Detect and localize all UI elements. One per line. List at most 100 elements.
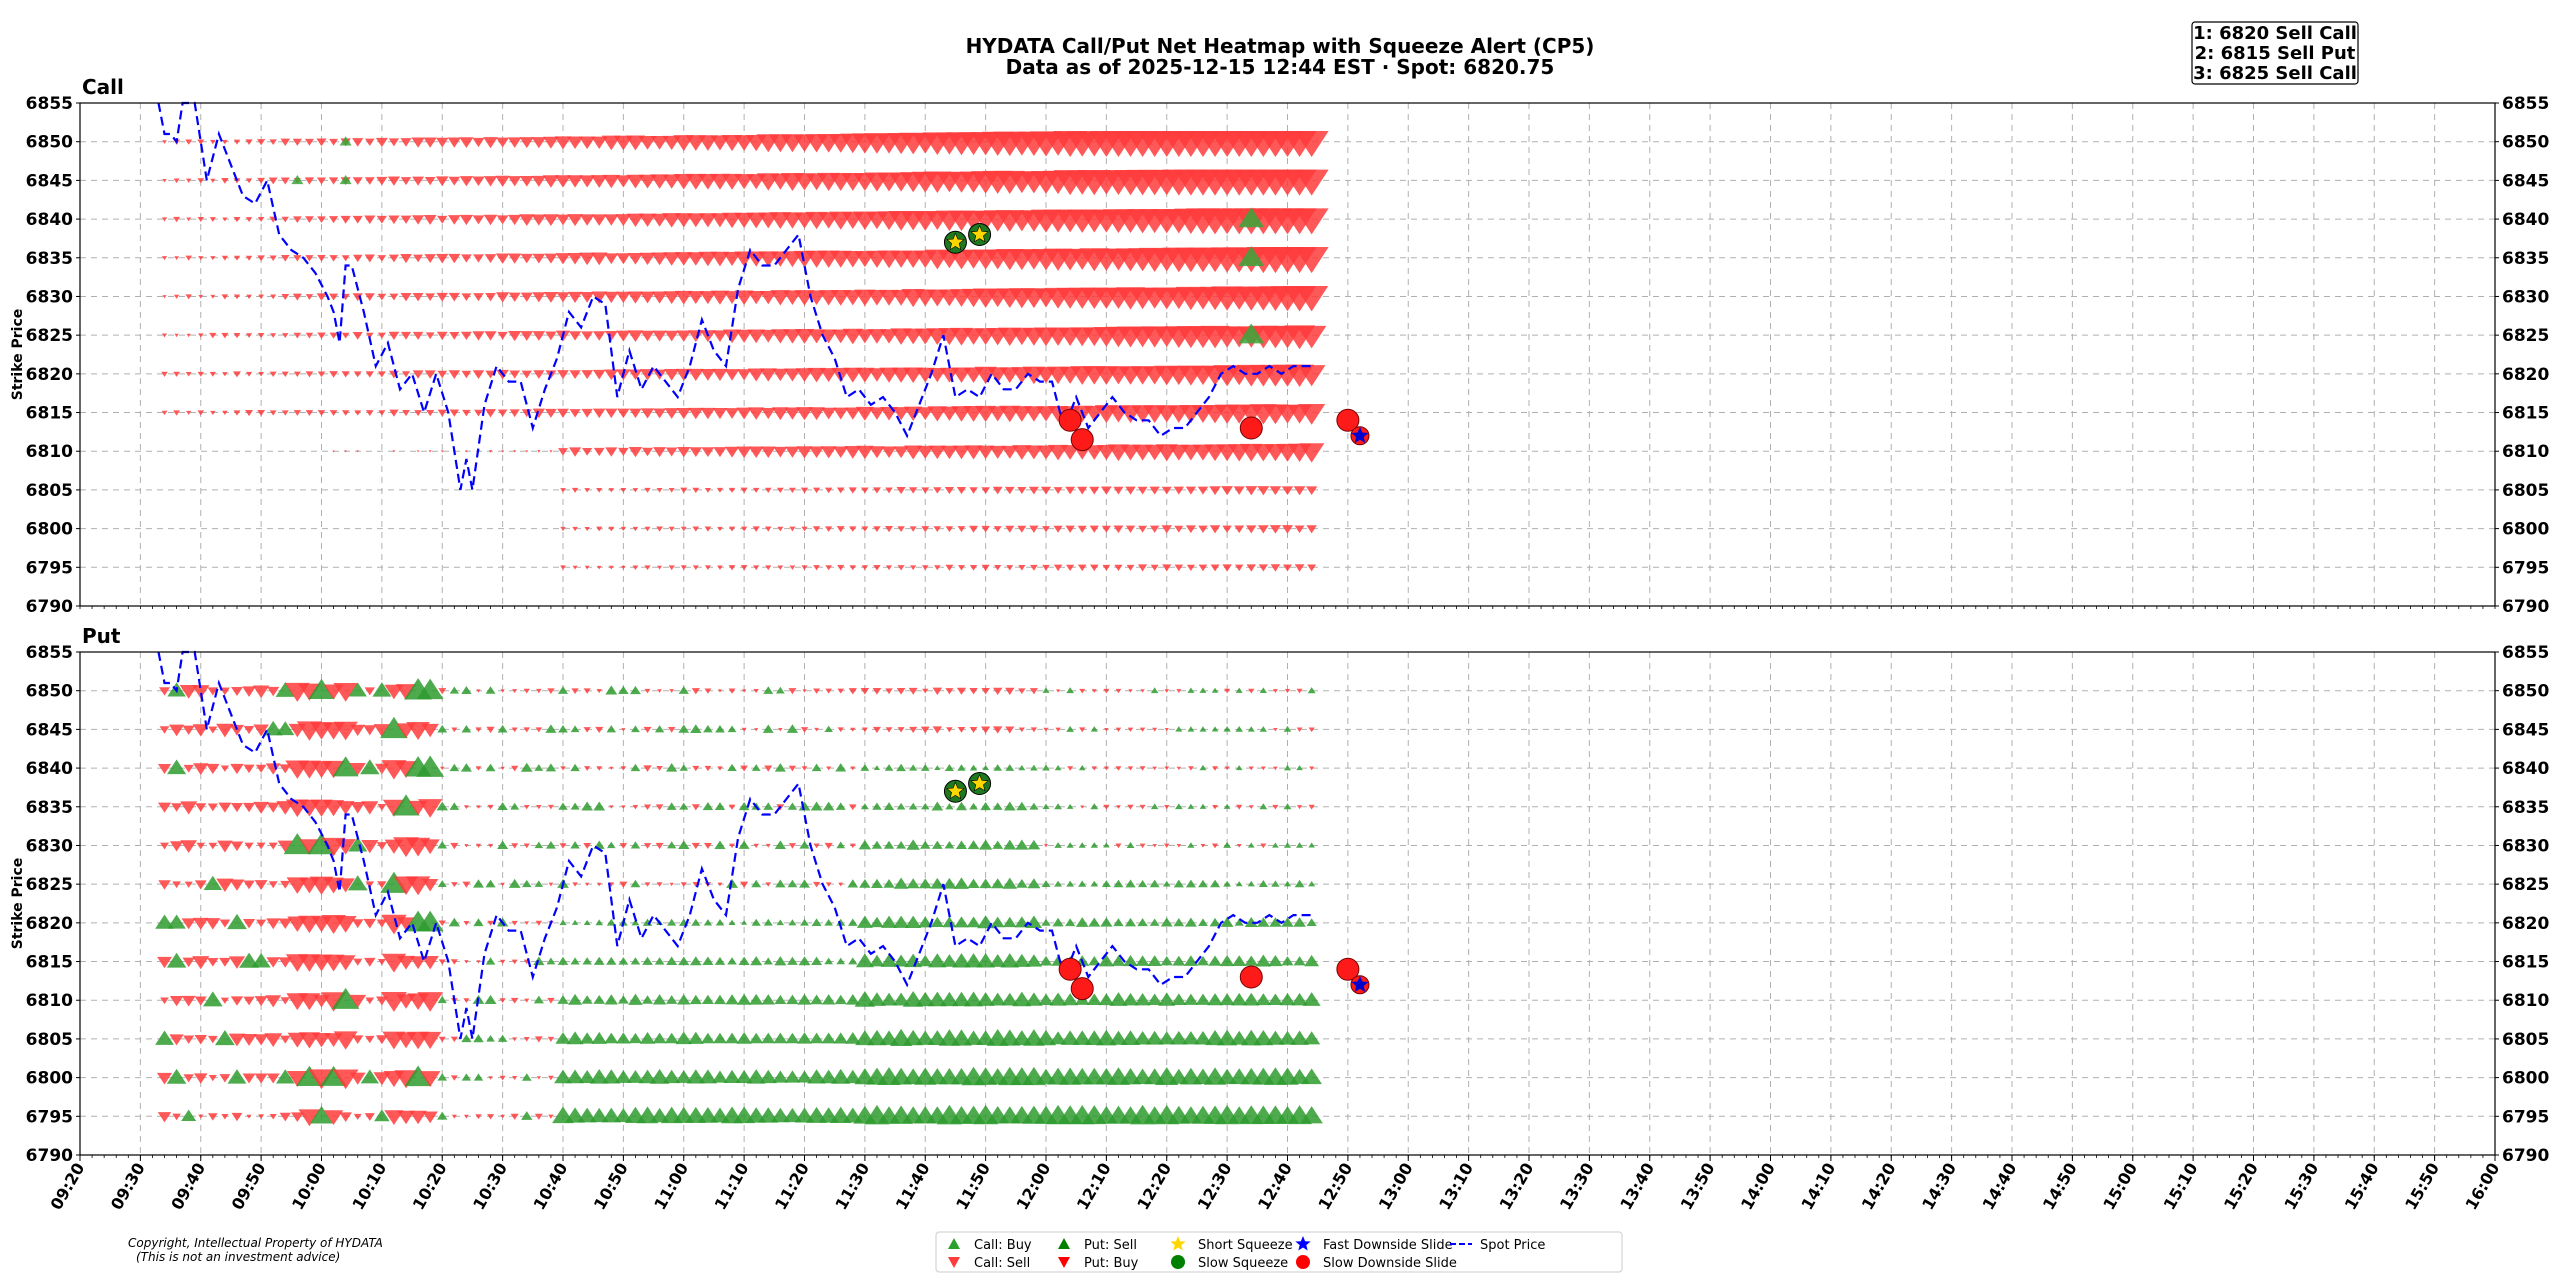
call-cell-marker	[513, 450, 517, 453]
put-cell-marker	[286, 1071, 308, 1088]
put-cell-marker	[1235, 725, 1243, 732]
put-cell-marker	[850, 766, 856, 771]
call-cell-marker	[245, 371, 253, 377]
call-cell-marker	[485, 409, 497, 418]
call-cell-marker	[388, 215, 400, 225]
put-cell-marker	[1113, 879, 1124, 888]
put-cell-marker	[375, 996, 388, 1006]
put-cell-marker	[157, 956, 172, 969]
put-cell-marker	[811, 918, 822, 926]
call-cell-marker	[809, 446, 825, 459]
put-cell-marker	[485, 879, 496, 888]
put-cell-marker	[353, 958, 363, 966]
put-cell-marker	[1172, 955, 1186, 966]
put-cell-marker	[194, 996, 207, 1006]
put-cell-marker	[844, 1069, 862, 1084]
call-cell-marker	[717, 526, 723, 532]
call-cell-marker	[777, 526, 784, 532]
y-tick-label: 6790	[26, 1146, 73, 1166]
call-cell-marker	[332, 450, 335, 453]
put-cell-marker	[364, 687, 376, 696]
put-cell-marker	[753, 843, 759, 848]
call-cell-marker	[722, 329, 742, 344]
put-cell-marker	[512, 1037, 518, 1042]
call-cell-marker	[674, 290, 693, 305]
x-tick-label: 14:20	[1858, 1160, 1900, 1214]
put-cell-marker	[231, 686, 243, 697]
call-cell-marker	[833, 407, 849, 420]
call-cell-marker	[680, 487, 688, 494]
x-tick-label: 15:40	[2341, 1160, 2383, 1214]
call-cell-marker	[1042, 564, 1050, 571]
put-cell-marker	[1198, 879, 1208, 888]
put-cell-marker	[735, 1069, 753, 1083]
x-tick-label: 14:00	[1737, 1160, 1779, 1214]
put-cell-marker	[942, 877, 957, 889]
put-cell-marker	[463, 920, 470, 926]
put-cell-marker	[799, 840, 810, 849]
put-cell-marker	[836, 841, 846, 849]
put-cell-marker	[838, 882, 844, 887]
call-cell-marker	[1036, 445, 1056, 460]
put-cell-marker	[657, 689, 662, 693]
y-tick-label: 6845	[26, 171, 73, 191]
put-cell-marker	[1184, 917, 1197, 927]
y-tick-label: 6840	[26, 759, 73, 779]
call-cell-marker	[581, 370, 594, 380]
put-cell-marker	[499, 998, 506, 1004]
call-cell-marker	[1053, 564, 1063, 572]
call-cell-marker	[293, 255, 302, 262]
put-cell-marker	[487, 804, 494, 810]
put-cell-marker	[1212, 766, 1219, 771]
call-cell-marker	[233, 255, 241, 261]
call-cell-marker	[579, 175, 596, 188]
put-cell-marker	[349, 1072, 366, 1085]
x-tick-label: 14:30	[1918, 1160, 1960, 1214]
put-cell-marker	[1139, 804, 1146, 810]
call-cell-marker	[801, 565, 808, 571]
call-cell-marker	[507, 137, 522, 148]
put-cell-marker	[1269, 917, 1282, 927]
call-cell-marker	[1186, 564, 1195, 571]
call-cell-marker	[424, 254, 436, 263]
put-cell-marker	[298, 683, 321, 701]
put-cell-marker	[704, 843, 712, 849]
put-cell-marker	[192, 724, 209, 737]
put-cell-marker	[351, 919, 364, 929]
put-cell-marker	[1139, 843, 1146, 849]
put-cell-marker	[1303, 1031, 1321, 1045]
put-cell-marker	[1212, 804, 1218, 810]
put-cell-marker	[717, 882, 723, 887]
call-cell-marker	[245, 255, 253, 261]
put-cell-marker	[628, 993, 643, 1005]
call-cell-marker	[656, 488, 663, 493]
call-cell-marker	[317, 255, 326, 262]
call-cell-marker	[341, 410, 350, 416]
call-cell-marker	[945, 564, 954, 571]
call-cell-marker	[1269, 486, 1282, 496]
call-cell-marker	[759, 329, 777, 343]
call-cell-marker	[784, 407, 801, 420]
legend-label: Call: Sell	[974, 1256, 1030, 1271]
call-cell-marker	[520, 331, 534, 341]
put-cell-marker	[263, 720, 283, 736]
put-cell-marker	[512, 689, 518, 694]
call-cell-marker	[316, 177, 327, 185]
call-cell-marker	[293, 410, 302, 416]
legend-label: Put: Buy	[1084, 1256, 1139, 1271]
call-cell-marker	[377, 255, 387, 262]
put-cell-marker	[639, 1032, 656, 1044]
call-cell-marker	[173, 294, 180, 299]
put-cell-marker	[618, 957, 629, 965]
put-cell-marker	[484, 994, 497, 1004]
call-cell-marker	[1024, 445, 1044, 460]
call-cell-marker	[897, 565, 905, 571]
put-cell-marker	[679, 802, 689, 810]
put-cell-marker	[488, 843, 494, 848]
call-cell-marker	[662, 252, 681, 266]
call-cell-marker	[554, 136, 572, 150]
y-tick-label-right: 6840	[2502, 759, 2549, 779]
legend-label: Spot Price	[1480, 1238, 1545, 1253]
put-cell-marker	[1054, 880, 1063, 887]
put-cell-marker	[1253, 1029, 1274, 1046]
